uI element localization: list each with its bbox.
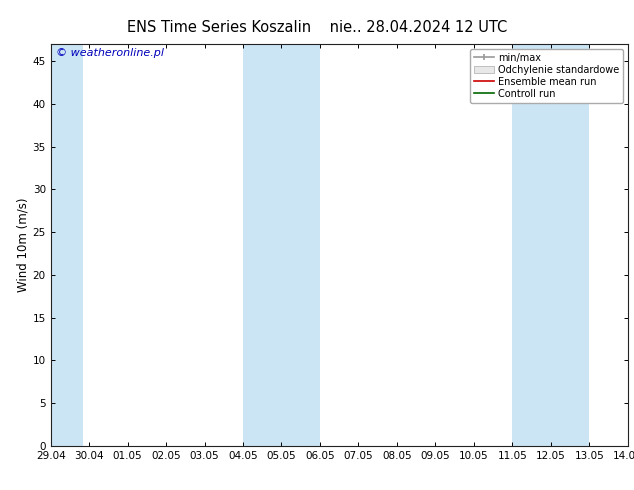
Bar <box>512 44 589 446</box>
Bar <box>243 44 320 446</box>
Text: © weatheronline.pl: © weatheronline.pl <box>56 48 164 58</box>
Legend: min/max, Odchylenie standardowe, Ensemble mean run, Controll run: min/max, Odchylenie standardowe, Ensembl… <box>470 49 623 102</box>
Y-axis label: Wind 10m (m/s): Wind 10m (m/s) <box>17 198 30 292</box>
Bar <box>51 44 82 446</box>
Text: ENS Time Series Koszalin    nie.. 28.04.2024 12 UTC: ENS Time Series Koszalin nie.. 28.04.202… <box>127 20 507 35</box>
